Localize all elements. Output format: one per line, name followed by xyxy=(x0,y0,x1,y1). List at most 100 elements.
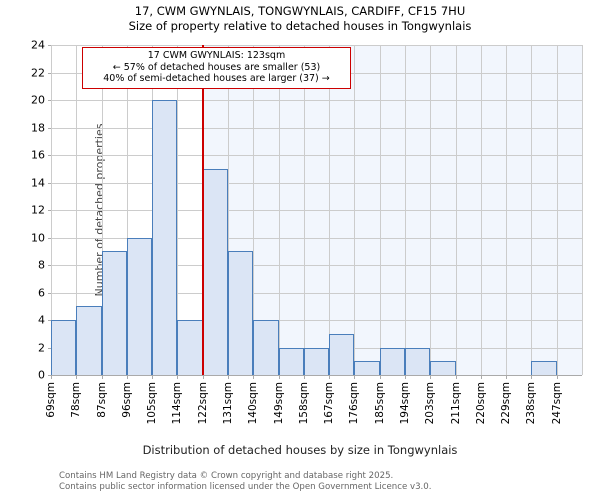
histogram-bar[interactable] xyxy=(51,320,77,375)
histogram-bar[interactable] xyxy=(202,168,228,375)
histogram-bar[interactable] xyxy=(354,361,380,375)
gridline-horizontal xyxy=(51,265,582,266)
gridline-vertical xyxy=(101,45,103,375)
histogram-bar[interactable] xyxy=(126,237,153,375)
x-tick-mark xyxy=(455,375,457,379)
gridline-vertical xyxy=(228,45,229,375)
footer-attribution: Contains HM Land Registry data © Crown c… xyxy=(59,471,579,493)
y-tick-mark xyxy=(48,237,51,239)
x-tick-label: 131sqm xyxy=(222,382,234,425)
y-tick-label: 12 xyxy=(31,203,45,217)
x-tick-mark xyxy=(126,375,128,379)
y-tick-label: 6 xyxy=(38,286,45,299)
y-tick-mark xyxy=(48,210,51,211)
x-tick-label: 140sqm xyxy=(247,382,260,425)
y-tick-label: 4 xyxy=(38,313,45,327)
footer-line-2: Contains public sector information licen… xyxy=(59,482,432,492)
gridline-horizontal xyxy=(51,100,582,101)
x-tick-mark xyxy=(278,375,280,379)
x-tick-mark xyxy=(354,375,356,379)
histogram-bar[interactable] xyxy=(101,251,127,375)
x-tick-mark xyxy=(228,375,229,379)
x-tick-label: 158sqm xyxy=(297,382,310,425)
gridline-vertical xyxy=(177,45,179,375)
x-tick-mark xyxy=(51,375,52,379)
gridline-horizontal xyxy=(51,292,582,294)
x-tick-mark xyxy=(101,375,103,379)
gridline-vertical xyxy=(76,45,78,375)
histogram-bar[interactable] xyxy=(253,320,279,375)
x-tick-mark xyxy=(430,375,432,379)
histogram-bar[interactable] xyxy=(329,333,355,375)
y-tick-mark xyxy=(48,347,51,349)
annotation-line-3: 40% of semi-detached houses are larger (… xyxy=(103,73,330,84)
gridline-vertical xyxy=(405,45,406,375)
y-tick-mark xyxy=(48,72,51,74)
y-tick-mark xyxy=(48,292,51,294)
histogram-bar[interactable] xyxy=(228,251,254,375)
y-tick-mark xyxy=(48,45,51,46)
x-tick-mark xyxy=(329,375,331,379)
x-tick-mark xyxy=(531,375,533,379)
x-tick-label: 69sqm xyxy=(45,382,57,418)
gridline-vertical xyxy=(126,45,128,375)
x-tick-label: 96sqm xyxy=(120,382,133,418)
y-tick-mark xyxy=(48,375,51,376)
x-tick-label: 87sqm xyxy=(95,382,108,418)
x-tick-mark xyxy=(405,375,406,379)
gridline-vertical xyxy=(455,45,457,375)
x-tick-label: 176sqm xyxy=(348,382,361,425)
gridline-vertical xyxy=(303,45,305,375)
property-marker-line xyxy=(201,45,204,375)
annotation-line-2: ← 57% of detached houses are smaller (53… xyxy=(112,61,321,73)
x-tick-mark xyxy=(177,375,179,379)
x-tick-label: 247sqm xyxy=(550,382,563,425)
gridline-horizontal xyxy=(51,45,582,46)
histogram-bar[interactable] xyxy=(379,347,405,375)
histogram-bar[interactable] xyxy=(303,347,330,375)
gridline-horizontal xyxy=(51,210,582,211)
marker-annotation-box: 17 CWM GWYNLAIS: 123sqm ← 57% of detache… xyxy=(82,47,351,89)
y-tick-mark xyxy=(48,155,51,156)
x-tick-mark xyxy=(253,375,255,379)
x-tick-label: 194sqm xyxy=(399,382,411,425)
histogram-bar[interactable] xyxy=(430,361,456,375)
x-tick-label: 167sqm xyxy=(323,382,336,425)
gridline-vertical xyxy=(379,45,381,375)
y-tick-mark xyxy=(48,320,51,321)
x-tick-mark xyxy=(379,375,381,379)
histogram-bar[interactable] xyxy=(278,347,304,375)
gridline-vertical xyxy=(354,45,356,375)
x-tick-mark xyxy=(303,375,305,379)
x-tick-label: 114sqm xyxy=(171,382,184,425)
plot-area: Number of detached properties 0 2 4 6 8 10 12 1… xyxy=(31,39,583,424)
gridline-vertical xyxy=(430,45,432,375)
chart-title-block: 17, CWM GWYNLAIS, TONGWYNLAIS, CARDIFF, … xyxy=(0,4,600,34)
gridline-vertical xyxy=(582,45,583,375)
x-tick-mark xyxy=(506,375,508,379)
y-tick-label: 22 xyxy=(31,66,45,79)
gridline-vertical xyxy=(480,45,482,375)
gridline-vertical xyxy=(278,45,280,375)
annotation-line-1: 17 CWM GWYNLAIS: 123sqm xyxy=(147,50,286,61)
y-tick-label: 18 xyxy=(31,121,45,134)
histogram-bar[interactable] xyxy=(405,347,431,375)
histogram-bar[interactable] xyxy=(531,361,557,375)
y-tick-label: 10 xyxy=(31,231,45,244)
x-tick-mark xyxy=(202,375,204,379)
histogram-bar[interactable] xyxy=(177,320,203,375)
x-tick-label: 203sqm xyxy=(424,382,437,425)
y-tick-label: 0 xyxy=(38,368,45,382)
x-tick-label: 78sqm xyxy=(70,382,83,418)
y-tick-label: 24 xyxy=(31,38,45,52)
histogram-bar[interactable] xyxy=(152,100,178,375)
page-title: 17, CWM GWYNLAIS, TONGWYNLAIS, CARDIFF, … xyxy=(134,4,466,18)
footer-line-1: Contains HM Land Registry data © Crown c… xyxy=(59,471,394,481)
gridline-vertical xyxy=(506,45,508,375)
y-tick-mark xyxy=(48,127,51,129)
x-tick-label: 211sqm xyxy=(449,382,462,425)
y-tick-label: 8 xyxy=(38,258,45,272)
gridline-horizontal xyxy=(51,320,582,321)
histogram-bar[interactable] xyxy=(76,306,102,375)
